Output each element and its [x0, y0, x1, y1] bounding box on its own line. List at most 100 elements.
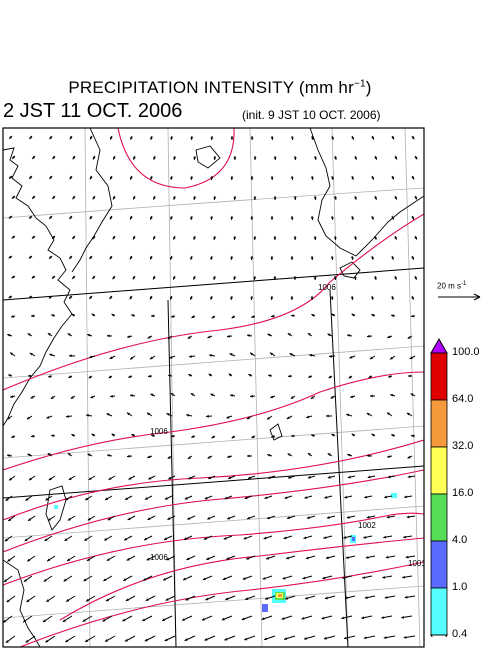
wind-arrow-head — [147, 517, 151, 520]
wind-arrow-head — [87, 453, 91, 457]
wind-arrow-head — [384, 595, 388, 599]
wind-arrow-head — [32, 156, 36, 159]
wind-arrow-head — [351, 176, 354, 180]
wind-arrow-head — [306, 415, 310, 419]
wind-arrow-head — [368, 375, 372, 378]
wind-arrow-head — [111, 313, 115, 317]
wind-arrow-head — [410, 393, 414, 397]
wind-arrow-head — [131, 434, 135, 437]
wind-arrow-head — [308, 375, 312, 378]
isobar-east — [329, 213, 424, 283]
wind-arrow-head — [6, 599, 10, 603]
wind-arrow-head — [205, 597, 209, 601]
wind-arrow-head — [290, 177, 294, 180]
wind-vectors — [3, 135, 418, 644]
wind-arrow-head — [11, 275, 15, 279]
wind-arrow-head — [374, 236, 377, 240]
wind-arrow-head — [62, 619, 66, 622]
grid-line — [3, 585, 424, 619]
major-grid — [3, 267, 424, 647]
wind-arrow-head — [391, 434, 395, 437]
wind-arrow-head — [83, 578, 87, 582]
wind-arrow-head — [86, 598, 90, 602]
wind-arrow-head — [27, 558, 31, 562]
wind-arrow-head — [381, 616, 385, 619]
wind-arrow-head — [4, 579, 8, 582]
wind-arrow-head — [190, 256, 193, 260]
wind-arrow-head — [334, 156, 337, 160]
wind-arrow-head — [167, 456, 171, 459]
wind-arrow-head — [394, 276, 397, 280]
wind-arrow-head — [52, 235, 56, 239]
wind-arrow-head — [132, 276, 136, 280]
wind-scale-exp: -1 — [461, 281, 467, 287]
wind-arrow-head — [265, 597, 269, 600]
wind-arrow-head — [251, 435, 255, 438]
wind-arrow-head — [162, 618, 166, 621]
wind-arrow-head — [11, 314, 15, 318]
isobar-1006-low — [59, 537, 424, 621]
wind-arrow-head — [249, 352, 253, 356]
wind-arrow-head — [150, 393, 154, 397]
wind-arrow-head — [246, 416, 250, 420]
wind-arrow-head — [347, 334, 350, 337]
wind-arrow-head — [91, 433, 95, 437]
wind-arrow-head — [231, 435, 235, 439]
wind-arrow-head — [404, 595, 408, 599]
wind-arrow-head — [7, 333, 11, 337]
wind-arrow-head — [153, 156, 156, 160]
wind-arrow-head — [107, 454, 110, 457]
wind-arrow-head — [92, 156, 96, 160]
wind-arrow-head — [391, 314, 394, 318]
wind-arrow-head — [133, 156, 136, 160]
wind-arrow-head — [404, 495, 408, 499]
wind-arrow-head — [266, 556, 270, 560]
wind-arrow-head — [65, 639, 69, 643]
wind-arrow-head — [127, 517, 131, 520]
wind-arrow-head — [331, 313, 335, 317]
wind-arrow-head — [406, 515, 410, 519]
wind-arrow-head — [401, 615, 405, 619]
precip-cell — [54, 505, 58, 509]
wind-arrow-head — [411, 216, 414, 220]
wind-arrow-head — [354, 156, 357, 160]
wind-arrow-head — [207, 335, 211, 339]
wind-arrow-head — [224, 637, 228, 641]
wind-arrow-head — [185, 597, 189, 601]
wind-arrow-head — [226, 557, 230, 560]
wind-arrow-head — [49, 255, 52, 259]
wind-arrow-head — [309, 353, 312, 357]
wind-arrow-head — [25, 497, 29, 501]
wind-arrow-head — [313, 197, 317, 200]
wind-arrow-head — [126, 557, 130, 561]
wind-arrow-head — [366, 413, 370, 416]
wind-arrow-head — [286, 416, 290, 419]
wind-arrow-head — [89, 296, 93, 299]
wind-arrow-head — [28, 255, 32, 259]
wind-arrow-head — [263, 536, 267, 540]
wind-arrow-head — [173, 236, 176, 240]
wind-arrow-head — [293, 237, 297, 240]
wind-arrow-head — [182, 618, 186, 621]
wind-arrow-head — [361, 616, 365, 620]
wind-arrow-head — [221, 617, 225, 621]
wind-arrow-head — [363, 636, 367, 640]
wind-arrow-head — [92, 276, 96, 280]
coastline-island — [195, 145, 221, 169]
wind-arrow-head — [228, 373, 232, 377]
init-time: (init. 9 JST 10 OCT. 2006) — [242, 108, 381, 122]
wind-arrow-head — [108, 477, 112, 480]
wind-arrow-head — [310, 257, 314, 260]
wind-arrow-head — [267, 453, 271, 457]
wind-arrow-head — [343, 636, 347, 640]
wind-arrow-head — [189, 354, 192, 358]
wind-arrow-head — [85, 497, 89, 501]
wind-arrow-head — [150, 216, 153, 220]
wind-arrow-head — [47, 333, 51, 336]
wind-arrow-head — [69, 354, 72, 358]
wind-arrow-head — [269, 352, 273, 356]
wind-arrow-head — [333, 237, 337, 240]
wind-arrow-head — [290, 297, 294, 300]
wind-arrow-head — [324, 596, 328, 600]
wind-arrow-head — [247, 516, 251, 520]
